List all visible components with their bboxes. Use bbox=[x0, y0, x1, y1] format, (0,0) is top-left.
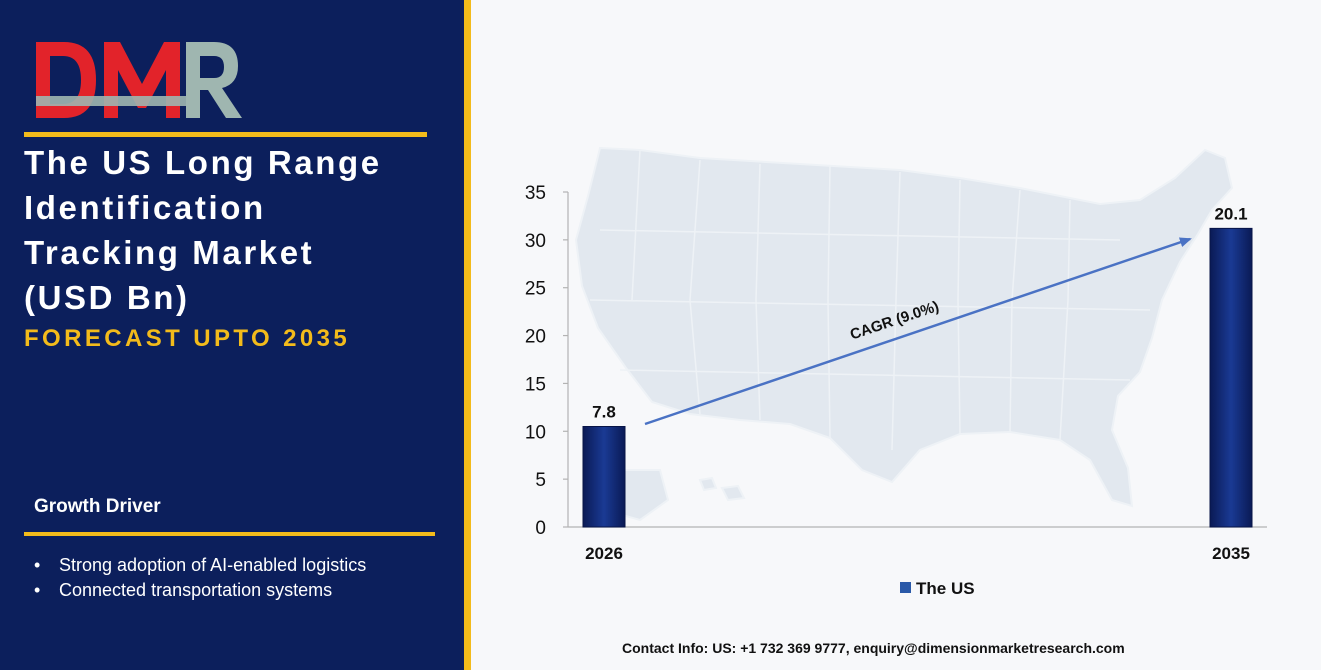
logo-letter-r bbox=[186, 42, 242, 118]
y-tick-label: 0 bbox=[535, 518, 546, 539]
y-tick-label: 30 bbox=[525, 231, 546, 252]
logo-grey-band bbox=[36, 96, 186, 106]
y-tick-label: 35 bbox=[525, 183, 546, 204]
map-state-lines bbox=[589, 149, 1151, 451]
legend: The US bbox=[900, 579, 975, 598]
growth-driver-item: • Strong adoption of AI-enabled logistics bbox=[34, 555, 367, 575]
contact-info: Contact Info: US: +1 732 369 9777, enqui… bbox=[622, 640, 1125, 656]
bars bbox=[582, 227, 1253, 528]
dmr-logo bbox=[36, 42, 242, 118]
y-ticks bbox=[563, 191, 568, 528]
title-line-4: (USD Bn) bbox=[24, 279, 190, 316]
x-tick-label: 2026 bbox=[585, 544, 623, 563]
subtitle: FORECAST UPTO 2035 bbox=[24, 325, 351, 352]
gold-divider bbox=[464, 0, 471, 670]
title-line-2: Identification bbox=[24, 189, 266, 226]
title-line-3: Tracking Market bbox=[24, 234, 315, 271]
legend-swatch-icon bbox=[900, 582, 911, 593]
logo-letter-m bbox=[104, 42, 180, 118]
x-tick-label: 2035 bbox=[1212, 544, 1250, 563]
bar bbox=[582, 426, 626, 528]
data-label: 20.1 bbox=[1214, 204, 1247, 223]
gold-rule-mid bbox=[24, 532, 435, 536]
us-map-silhouette bbox=[574, 146, 1234, 522]
y-tick-labels: 0 5 10 15 20 25 30 35 bbox=[525, 183, 546, 539]
y-tick-label: 15 bbox=[525, 374, 546, 395]
left-panel: The US Long Range Identification Trackin… bbox=[0, 0, 464, 670]
y-tick-label: 10 bbox=[525, 422, 546, 443]
legend-label: The US bbox=[916, 579, 975, 598]
y-tick-label: 5 bbox=[535, 470, 546, 491]
data-labels: 7.8 20.1 bbox=[592, 204, 1247, 421]
y-tick-label: 25 bbox=[525, 279, 546, 300]
data-label: 7.8 bbox=[592, 403, 616, 422]
bullet-icon: • bbox=[34, 580, 41, 600]
x-tick-labels: 2026 2035 bbox=[585, 544, 1250, 563]
bullet-icon: • bbox=[34, 555, 41, 575]
growth-driver-heading: Growth Driver bbox=[34, 496, 161, 517]
gold-rule-top bbox=[24, 132, 427, 137]
cagr-arrow bbox=[644, 237, 1192, 426]
y-tick-label: 20 bbox=[525, 327, 546, 348]
title-line-1: The US Long Range bbox=[24, 144, 382, 181]
bar bbox=[1209, 227, 1253, 528]
growth-driver-item: • Connected transportation systems bbox=[34, 580, 333, 600]
